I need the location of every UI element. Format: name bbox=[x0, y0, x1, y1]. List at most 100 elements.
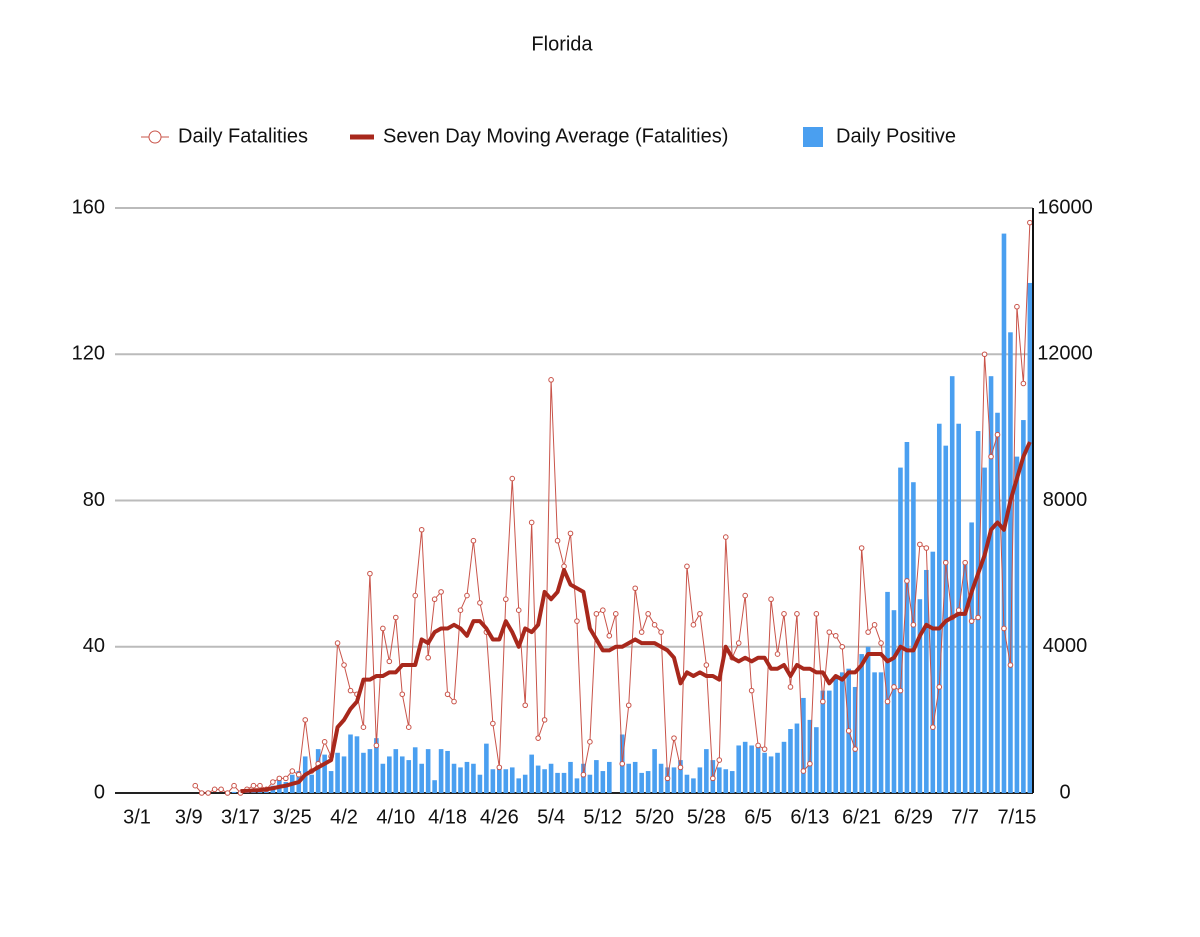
data-point bbox=[1027, 219, 1033, 226]
data-point bbox=[276, 775, 283, 782]
bar bbox=[555, 772, 560, 793]
data-point bbox=[380, 625, 386, 632]
data-point bbox=[1001, 625, 1007, 632]
data-point bbox=[373, 742, 380, 749]
data-point bbox=[735, 640, 742, 646]
bar bbox=[581, 763, 586, 793]
bar bbox=[380, 763, 386, 793]
series-line bbox=[240, 441, 1032, 794]
data-point bbox=[464, 592, 470, 599]
bar bbox=[335, 752, 340, 793]
x-tick-label: 5/20 bbox=[635, 806, 674, 828]
data-point bbox=[671, 735, 677, 741]
bar bbox=[387, 756, 392, 793]
data-point bbox=[962, 559, 968, 566]
data-point bbox=[528, 519, 535, 526]
bar bbox=[438, 749, 444, 793]
data-point bbox=[988, 453, 994, 460]
bar bbox=[736, 745, 742, 793]
bar bbox=[781, 741, 787, 793]
bar bbox=[1021, 420, 1026, 793]
bar bbox=[639, 772, 644, 793]
data-point bbox=[865, 629, 871, 635]
bar bbox=[341, 756, 347, 793]
bar bbox=[969, 522, 974, 793]
x-tick-label: 5/4 bbox=[537, 806, 565, 828]
bar bbox=[574, 778, 580, 793]
x-tick-label: 3/17 bbox=[221, 806, 260, 828]
data-point bbox=[515, 607, 522, 613]
bar bbox=[814, 727, 819, 793]
bar bbox=[490, 769, 496, 793]
data-point bbox=[645, 611, 651, 617]
data-point bbox=[884, 698, 891, 705]
data-point bbox=[664, 775, 671, 782]
data-point bbox=[438, 589, 444, 595]
data-point bbox=[412, 592, 419, 599]
data-point bbox=[567, 530, 574, 537]
bar bbox=[425, 749, 431, 793]
data-point bbox=[897, 687, 904, 694]
data-point bbox=[774, 651, 781, 657]
bar bbox=[775, 752, 780, 793]
x-tick-label: 5/12 bbox=[583, 806, 622, 828]
bar bbox=[497, 767, 502, 793]
data-point bbox=[418, 526, 425, 533]
bar bbox=[658, 763, 664, 793]
bar bbox=[451, 763, 457, 793]
bar bbox=[839, 672, 845, 793]
bar bbox=[309, 774, 314, 793]
data-point bbox=[541, 717, 548, 723]
data-point bbox=[703, 662, 710, 668]
data-point bbox=[477, 600, 483, 606]
bar bbox=[477, 774, 483, 793]
data-point bbox=[205, 790, 211, 796]
bar bbox=[600, 771, 606, 793]
data-point bbox=[341, 662, 347, 668]
bar bbox=[509, 767, 515, 793]
bar bbox=[678, 760, 683, 793]
data-point bbox=[600, 607, 606, 613]
bar bbox=[820, 690, 826, 793]
y-tick-label: 0 bbox=[94, 781, 105, 803]
x-tick-label: 6/29 bbox=[894, 806, 933, 828]
bar bbox=[1008, 332, 1013, 793]
bar bbox=[749, 745, 754, 793]
data-point bbox=[593, 611, 600, 617]
data-point bbox=[334, 640, 341, 646]
bar bbox=[995, 412, 1000, 793]
data-point bbox=[858, 545, 865, 551]
data-point bbox=[923, 545, 930, 551]
y2-tick-label: 12000 bbox=[1037, 343, 1093, 365]
data-point bbox=[658, 629, 664, 635]
data-point bbox=[716, 757, 723, 763]
data-point bbox=[347, 687, 354, 694]
data-point bbox=[360, 724, 367, 730]
data-point bbox=[936, 684, 943, 690]
bar bbox=[542, 769, 547, 793]
bar bbox=[691, 778, 696, 793]
bar bbox=[962, 562, 968, 793]
data-point bbox=[787, 684, 794, 690]
data-point bbox=[399, 691, 406, 698]
data-point bbox=[367, 570, 373, 577]
legend-symbol bbox=[803, 127, 823, 147]
data-point bbox=[231, 782, 237, 789]
bar bbox=[729, 771, 735, 793]
y-tick-label: 40 bbox=[83, 635, 105, 657]
data-point bbox=[548, 377, 554, 383]
data-point bbox=[470, 537, 477, 544]
data-point bbox=[619, 760, 626, 767]
data-point bbox=[496, 764, 503, 771]
data-point bbox=[975, 614, 981, 621]
data-point bbox=[878, 640, 884, 646]
data-point bbox=[994, 431, 1001, 438]
bar bbox=[717, 767, 722, 793]
bar bbox=[406, 760, 412, 793]
bar bbox=[315, 749, 321, 793]
data-point bbox=[677, 764, 684, 771]
data-point bbox=[393, 614, 399, 621]
bar bbox=[924, 569, 929, 793]
